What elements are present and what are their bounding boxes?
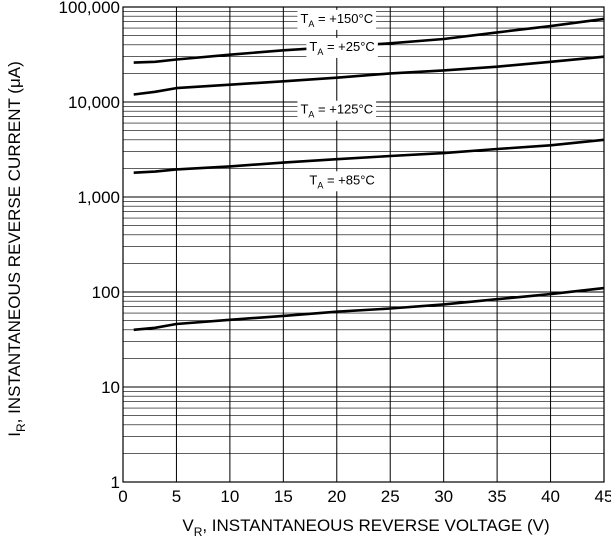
series-label-part: T (309, 172, 317, 187)
y-tick-label: 1,000 (77, 188, 120, 207)
series-label-part: T (309, 39, 317, 54)
x-tick-label: 0 (118, 487, 127, 506)
series-label-part: = +150°C (314, 11, 373, 26)
series-label-part: = +25°C (323, 39, 374, 54)
x-tick-label: 25 (381, 487, 400, 506)
x-tick-label: 15 (274, 487, 293, 506)
series-line-1 (133, 55, 605, 96)
series-label-part: A (308, 110, 314, 120)
y-tick-label: 10,000 (68, 93, 120, 112)
series-line-2 (133, 138, 605, 174)
x-tick-label: 30 (434, 487, 453, 506)
series-label-1: TA = +125°C (297, 100, 377, 121)
x-tick-label: 40 (541, 487, 560, 506)
series-label-2: TA = +85°C (306, 171, 378, 192)
x-tick-label: 5 (172, 487, 181, 506)
plot-frame (122, 6, 605, 483)
series-label-0: TA = +150°C (297, 9, 377, 30)
series-label-part: A (308, 19, 314, 29)
series-label-part: T (300, 102, 308, 117)
series-label-bg (297, 100, 377, 121)
y-tick-label: 10 (101, 378, 120, 397)
x-tick-label: 45 (595, 487, 611, 506)
series-line-3 (133, 286, 605, 332)
x-tick-label: 10 (220, 487, 239, 506)
y-tick-label: 100 (92, 283, 120, 302)
series-label-part: = +85°C (323, 172, 374, 187)
series-label-part: T (300, 11, 308, 26)
series-label-bg (306, 37, 378, 58)
plot-grid (122, 7, 605, 483)
series-label-layer: TA = +150°CTA = +125°CTA = +85°CTA = +25… (297, 9, 378, 192)
y-tick-label: 100,000 (59, 0, 120, 17)
series-label-bg (297, 9, 377, 30)
y-axis-title: IR, INSTANTANEOUS REVERSE CURRENT (μA) (5, 61, 28, 437)
series-label-bg (306, 171, 378, 192)
x-tick-label: 35 (488, 487, 507, 506)
tick-label-layer: 0 5 10 15 20 25 30 35 40 45 1 10 100 1,000 10,000 100,0… (59, 0, 611, 506)
x-axis-title: VR, INSTANTANEOUS REVERSE VOLTAGE (V) (182, 516, 549, 539)
series-label-text: TA = +125°C (300, 102, 373, 120)
series-label-part: A (317, 180, 323, 190)
series-label-3: TA = +25°C (306, 37, 378, 58)
series-label-text: TA = +85°C (309, 172, 374, 190)
series-label-text: TA = +25°C (309, 39, 374, 57)
series-label-part: A (317, 47, 323, 57)
series-label-part: = +125°C (314, 102, 373, 117)
x-tick-label: 20 (327, 487, 346, 506)
y-tick-label: 1 (111, 473, 120, 492)
series-label-text: TA = +150°C (300, 11, 373, 29)
